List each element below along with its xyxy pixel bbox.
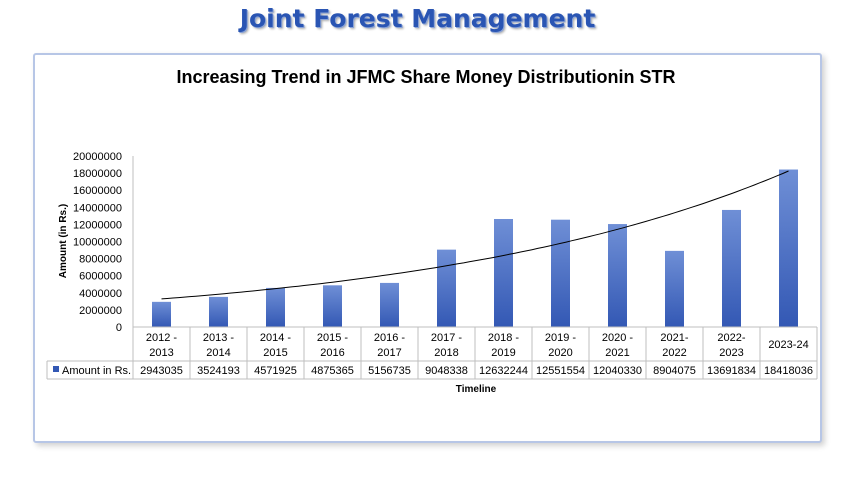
y-tick-label: 10000000 bbox=[73, 237, 122, 249]
x-tick-label: 2016 bbox=[320, 347, 344, 359]
x-tick-label: 2015 bbox=[263, 347, 287, 359]
x-tick-label: 2014 - bbox=[260, 332, 292, 344]
bar bbox=[266, 287, 285, 327]
data-table-cell: 12040330 bbox=[593, 365, 642, 377]
y-tick-label: 8000000 bbox=[79, 254, 122, 266]
data-table-cell: 4875365 bbox=[311, 365, 354, 377]
bar bbox=[152, 301, 171, 327]
x-tick-label: 2020 - bbox=[602, 332, 634, 344]
data-table-cell: 3524193 bbox=[197, 365, 240, 377]
y-tick-label: 0 bbox=[116, 322, 122, 334]
bar bbox=[665, 250, 684, 327]
x-tick-label: 2021- bbox=[660, 332, 688, 344]
chart-title: Increasing Trend in JFMC Share Money Dis… bbox=[176, 67, 675, 87]
x-tick-label: 2016 - bbox=[374, 332, 406, 344]
x-tick-label: 2019 bbox=[491, 347, 515, 359]
data-table-cell: 12551554 bbox=[536, 365, 585, 377]
chart-panel bbox=[33, 53, 822, 443]
x-tick-label: 2015 - bbox=[317, 332, 349, 344]
x-tick-label: 2022- bbox=[717, 332, 745, 344]
bar bbox=[779, 169, 798, 327]
y-tick-label: 12000000 bbox=[73, 219, 122, 231]
data-table-cell: 9048338 bbox=[425, 365, 468, 377]
x-tick-label: 2022 bbox=[662, 347, 686, 359]
x-tick-label: 2023-24 bbox=[768, 339, 808, 351]
bar bbox=[608, 224, 627, 327]
y-tick-label: 16000000 bbox=[73, 185, 122, 197]
bar bbox=[323, 285, 342, 327]
trendline bbox=[161, 170, 789, 300]
x-tick-label: 2013 - bbox=[203, 332, 235, 344]
x-tick-label: 2020 bbox=[548, 347, 572, 359]
x-tick-label: 2017 bbox=[377, 347, 401, 359]
x-tick-label: 2013 bbox=[149, 347, 173, 359]
x-tick-label: 2023 bbox=[719, 347, 743, 359]
data-table-cell: 8904075 bbox=[653, 365, 696, 377]
x-axis-title: Timeline bbox=[456, 384, 497, 395]
y-tick-label: 14000000 bbox=[73, 202, 122, 214]
bar bbox=[551, 219, 570, 327]
y-tick-label: 4000000 bbox=[79, 288, 122, 300]
y-tick-label: 18000000 bbox=[73, 168, 122, 180]
data-table-cell: 2943035 bbox=[140, 365, 183, 377]
bar bbox=[437, 249, 456, 327]
x-tick-label: 2018 bbox=[434, 347, 458, 359]
data-table-cell: 13691834 bbox=[707, 365, 756, 377]
x-tick-label: 2018 - bbox=[488, 332, 520, 344]
legend-series-name: Amount in Rs. bbox=[62, 365, 131, 377]
bar bbox=[380, 282, 399, 327]
y-tick-label: 6000000 bbox=[79, 271, 122, 283]
bar bbox=[722, 209, 741, 327]
data-table-cell: 12632244 bbox=[479, 365, 528, 377]
x-tick-label: 2017 - bbox=[431, 332, 463, 344]
x-tick-label: 2019 - bbox=[545, 332, 577, 344]
data-table-cell: 18418036 bbox=[764, 365, 813, 377]
x-tick-label: 2021 bbox=[605, 347, 629, 359]
page-title: Joint Forest Management bbox=[239, 4, 596, 33]
data-table-cell: 5156735 bbox=[368, 365, 411, 377]
y-axis-title: Amount (in Rs.) bbox=[58, 204, 69, 278]
bar bbox=[494, 218, 513, 327]
data-table-cell: 4571925 bbox=[254, 365, 297, 377]
x-tick-label: 2012 - bbox=[146, 332, 178, 344]
y-tick-label: 2000000 bbox=[79, 305, 122, 317]
x-tick-label: 2014 bbox=[206, 347, 230, 359]
legend-key bbox=[53, 366, 59, 372]
bar bbox=[209, 296, 228, 327]
y-tick-label: 20000000 bbox=[73, 151, 122, 163]
